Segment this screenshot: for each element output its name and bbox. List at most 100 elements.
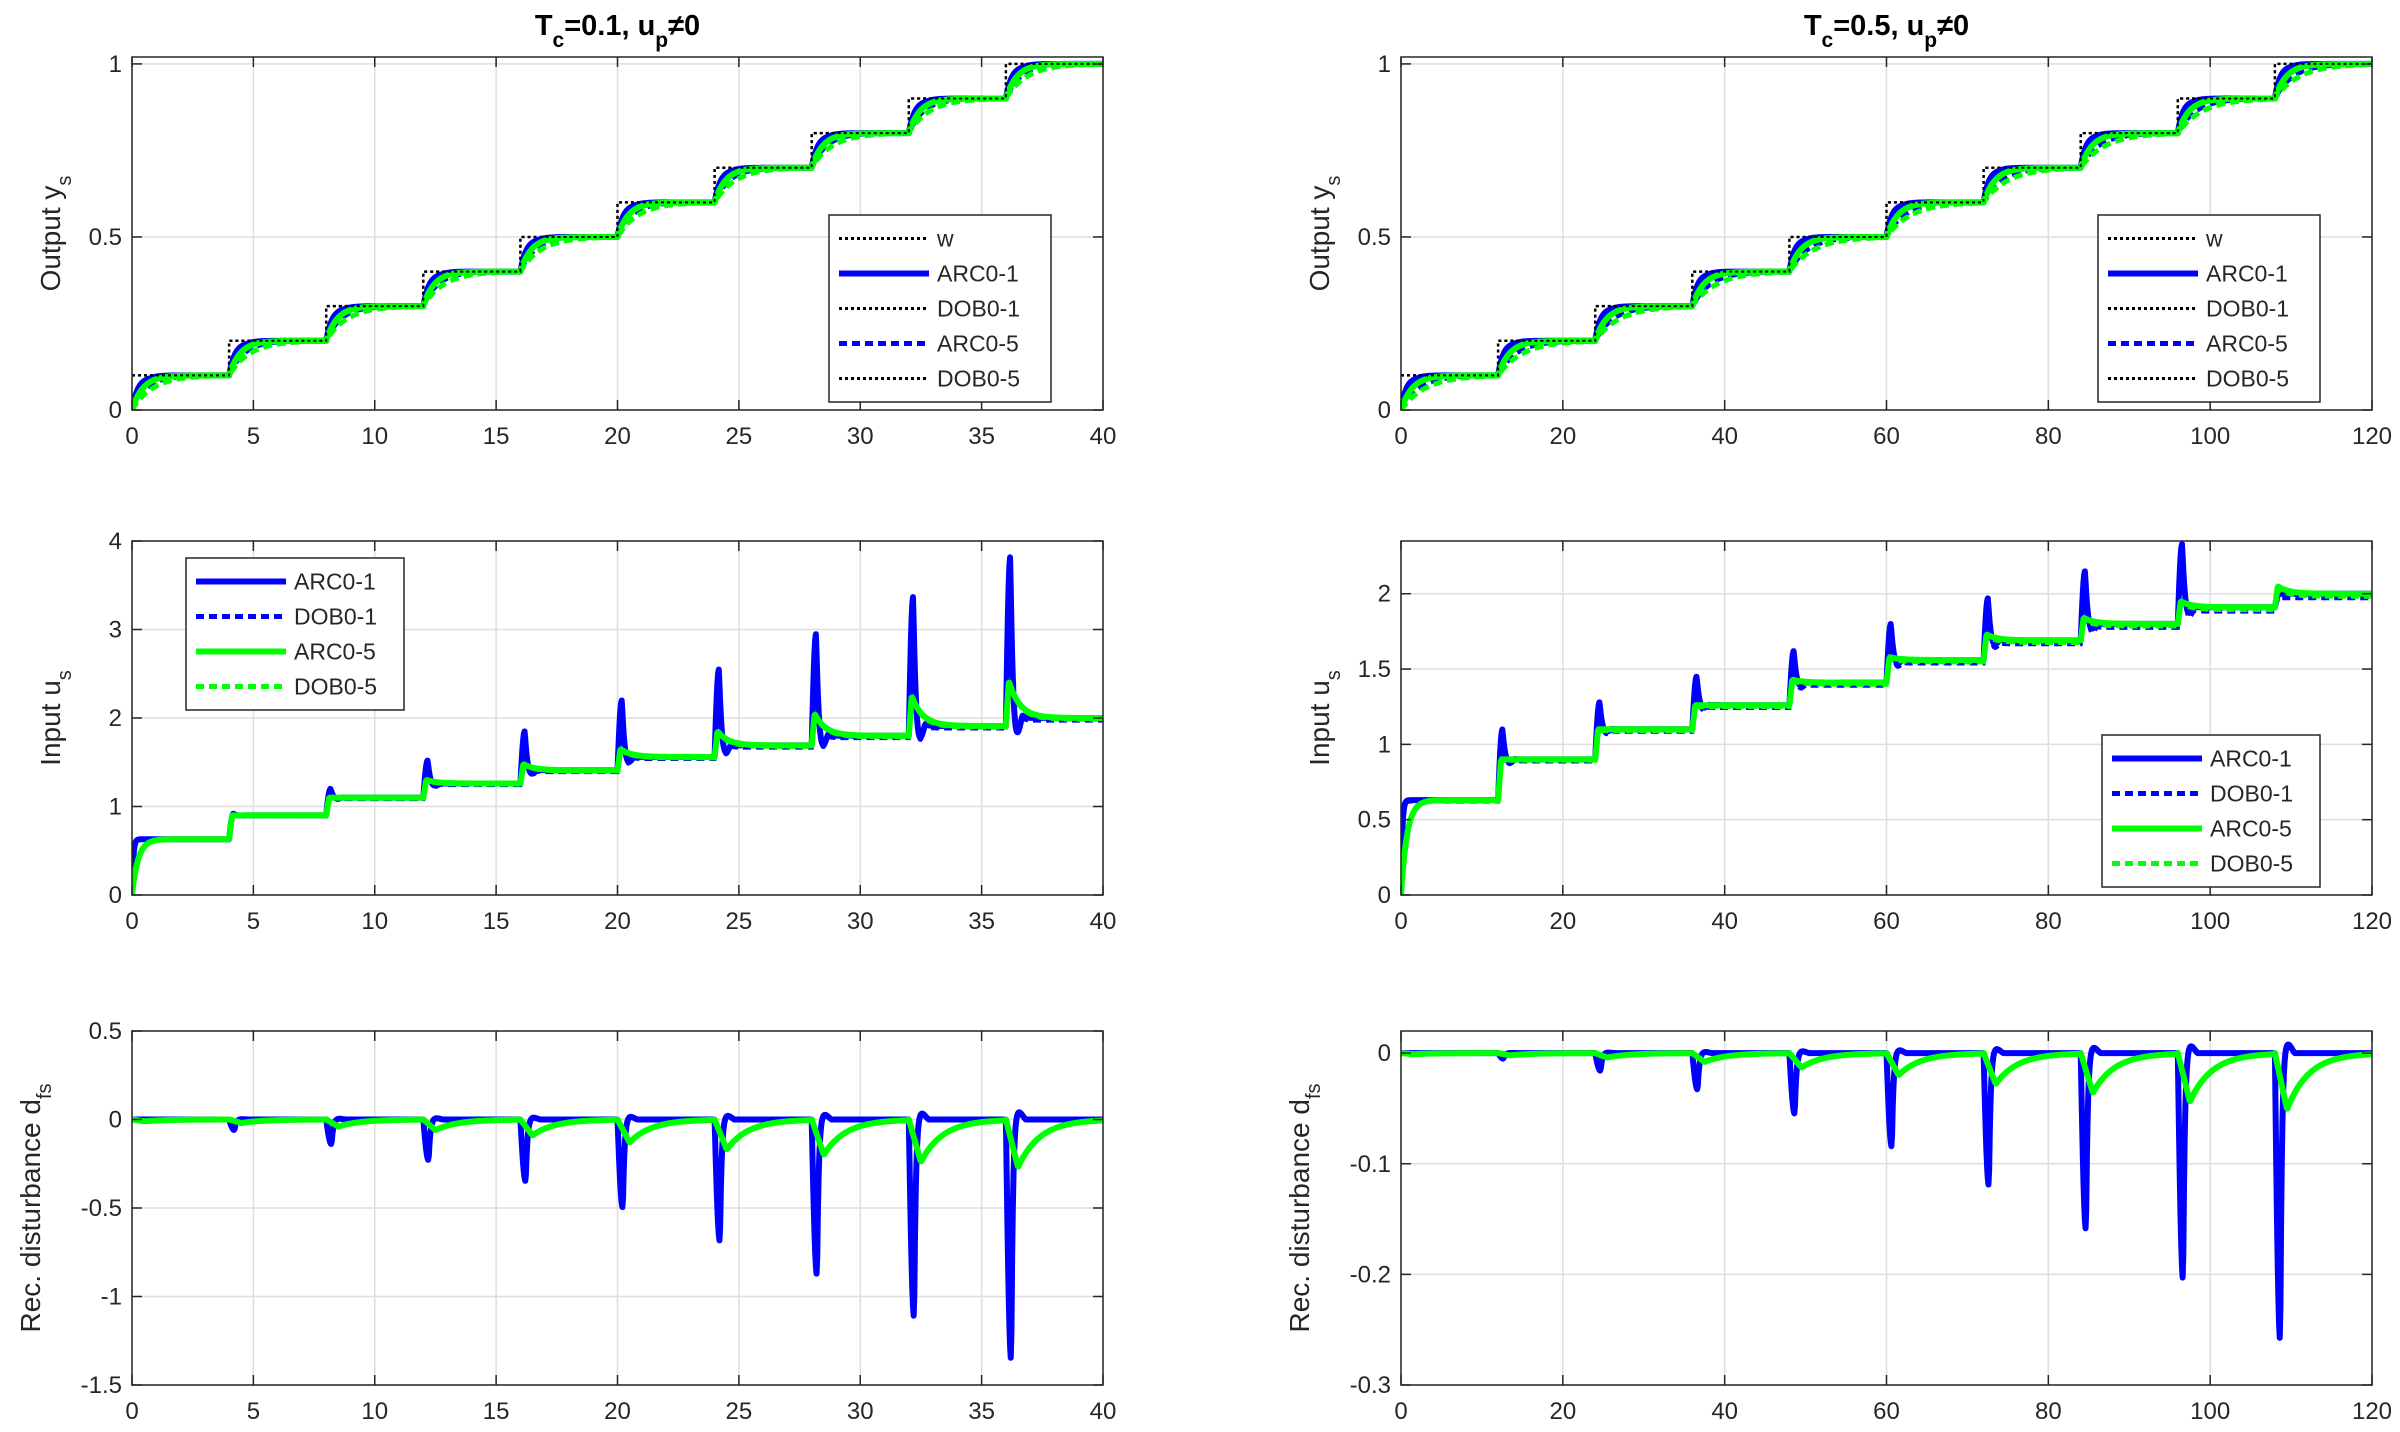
x-tick-label: 0 [1394,1398,1407,1425]
series-arc0-5 [1401,1050,2372,1112]
series-group [132,554,1103,895]
series-dob0-5-ref [132,62,1103,377]
x-tick-label: 80 [2035,423,2062,450]
series-arc0-5 [132,679,1103,895]
x-tick-label: 30 [847,908,874,935]
x-tick-label: 120 [2352,423,2392,450]
plot-p4: 0 20 40 60 80 100 120 0 0.5 1 1.5 2 Input us ARC0-1 DO… [1304,540,2392,935]
legend-label: w [2205,226,2223,252]
x-tick-label: 30 [847,423,874,450]
x-tick-label: 60 [1873,908,1900,935]
series-arc0-5 [1401,583,2372,895]
x-tick-label: 0 [125,908,138,935]
x-tick-label: 60 [1873,423,1900,450]
chart-title: Tc=0.5, up≠0 [1804,10,1969,52]
y-tick-label: 0 [1378,882,1391,909]
legend-label: DOB0-1 [294,604,377,630]
x-tick-label: 40 [1711,423,1738,450]
legend-label: ARC0-1 [937,261,1019,287]
x-tick-label: 15 [483,423,510,450]
plot-p5: 0 5 10 15 20 25 30 35 40 -1.5 -1 -0.5 0 0.5 Rec. distu… [15,1018,1116,1425]
y-tick-label: 1 [1378,731,1391,758]
legend-label: DOB0-1 [2206,296,2289,322]
plot-p1: 0 5 10 15 20 25 30 35 40 0 0.5 1 Output ys Tc=0.1, up… [35,10,1116,450]
series-group [132,1109,1103,1361]
series-arc0-5 [132,1116,1103,1170]
legend: w ARC0-1 DOB0-1 ARC0-5 DOB0-5 [2097,214,2321,403]
y-tick-label: -1 [101,1284,122,1311]
x-tick-label: 20 [1549,908,1576,935]
y-tick-label: 0.5 [89,1018,122,1045]
legend-label: ARC0-5 [294,639,376,665]
x-tick-label: 5 [247,423,260,450]
legend-label: ARC0-1 [294,569,376,595]
y-tick-label: 1 [109,794,122,821]
x-tick-label: 5 [247,1398,260,1425]
series-dob0-5 [1401,62,2372,410]
series-group [1401,60,2372,410]
y-axis-label: Input us [1304,670,1345,766]
y-tick-label: 2 [109,705,122,732]
legend-label: DOB0-1 [2210,781,2293,807]
y-axis-label: Rec. disturbance dfs [1284,1083,1325,1332]
x-tick-label: 0 [125,423,138,450]
plot-p3: 0 5 10 15 20 25 30 35 40 0 1 2 3 4 Input us ARC0-1 DOB0-… [35,528,1116,935]
x-tick-label: 0 [125,1398,138,1425]
x-tick-label: 10 [361,908,388,935]
legend-label: ARC0-5 [2210,816,2292,842]
x-tick-label: 100 [2190,1398,2230,1425]
x-tick-label: 10 [361,1398,388,1425]
y-tick-label: 0 [109,882,122,909]
x-tick-label: 10 [361,423,388,450]
y-tick-label: -1.5 [81,1372,122,1399]
x-tick-label: 35 [968,908,995,935]
legend-label: DOB0-5 [2210,851,2293,877]
y-axis-label: Output ys [35,176,76,292]
legend-label: DOB0-5 [937,366,1020,392]
x-tick-label: 15 [483,1398,510,1425]
x-tick-label: 25 [726,1398,753,1425]
x-tick-label: 20 [1549,1398,1576,1425]
legend-label: ARC0-1 [2206,261,2288,287]
x-tick-label: 40 [1090,423,1117,450]
x-tick-label: 80 [2035,1398,2062,1425]
legend: ARC0-1 DOB0-1 ARC0-5 DOB0-5 [185,557,405,711]
legend-label: w [936,226,954,252]
x-tick-label: 120 [2352,1398,2392,1425]
x-tick-label: 15 [483,908,510,935]
y-tick-label: 3 [109,617,122,644]
x-tick-label: 20 [604,423,631,450]
y-tick-label: 0 [1378,397,1391,424]
x-tick-label: 80 [2035,908,2062,935]
y-axis-label: Output ys [1304,176,1345,292]
y-tick-label: -0.3 [1350,1372,1391,1399]
y-tick-label: -0.1 [1350,1151,1391,1178]
x-tick-label: 40 [1090,908,1117,935]
x-tick-label: 35 [968,1398,995,1425]
plot-p6: 0 20 40 60 80 100 120 -0.3 -0.2 -0.1 0 Rec. disturb… [1284,1030,2392,1425]
chart-title: Tc=0.1, up≠0 [535,10,700,52]
series-group [1401,541,2372,895]
x-tick-label: 40 [1090,1398,1117,1425]
y-tick-label: -0.5 [81,1195,122,1222]
x-tick-label: 40 [1711,1398,1738,1425]
x-tick-label: 120 [2352,908,2392,935]
series-dob0-5-ref [1401,62,2372,377]
legend: w ARC0-1 DOB0-1 ARC0-5 DOB0-5 [828,214,1052,403]
y-tick-label: -0.2 [1350,1261,1391,1288]
y-tick-label: 4 [109,528,122,555]
y-tick-label: 2 [1378,581,1391,608]
y-tick-label: 1.5 [1358,656,1391,683]
x-tick-label: 5 [247,908,260,935]
x-tick-label: 100 [2190,423,2230,450]
y-tick-label: 0 [109,397,122,424]
x-tick-label: 0 [1394,423,1407,450]
y-tick-label: 0 [109,1107,122,1134]
legend-label: DOB0-1 [937,296,1020,322]
y-tick-label: 0.5 [89,224,122,251]
x-tick-label: 60 [1873,1398,1900,1425]
legend-label: ARC0-5 [937,331,1019,357]
x-tick-label: 25 [726,423,753,450]
y-tick-label: 1 [1378,51,1391,78]
x-tick-label: 100 [2190,908,2230,935]
